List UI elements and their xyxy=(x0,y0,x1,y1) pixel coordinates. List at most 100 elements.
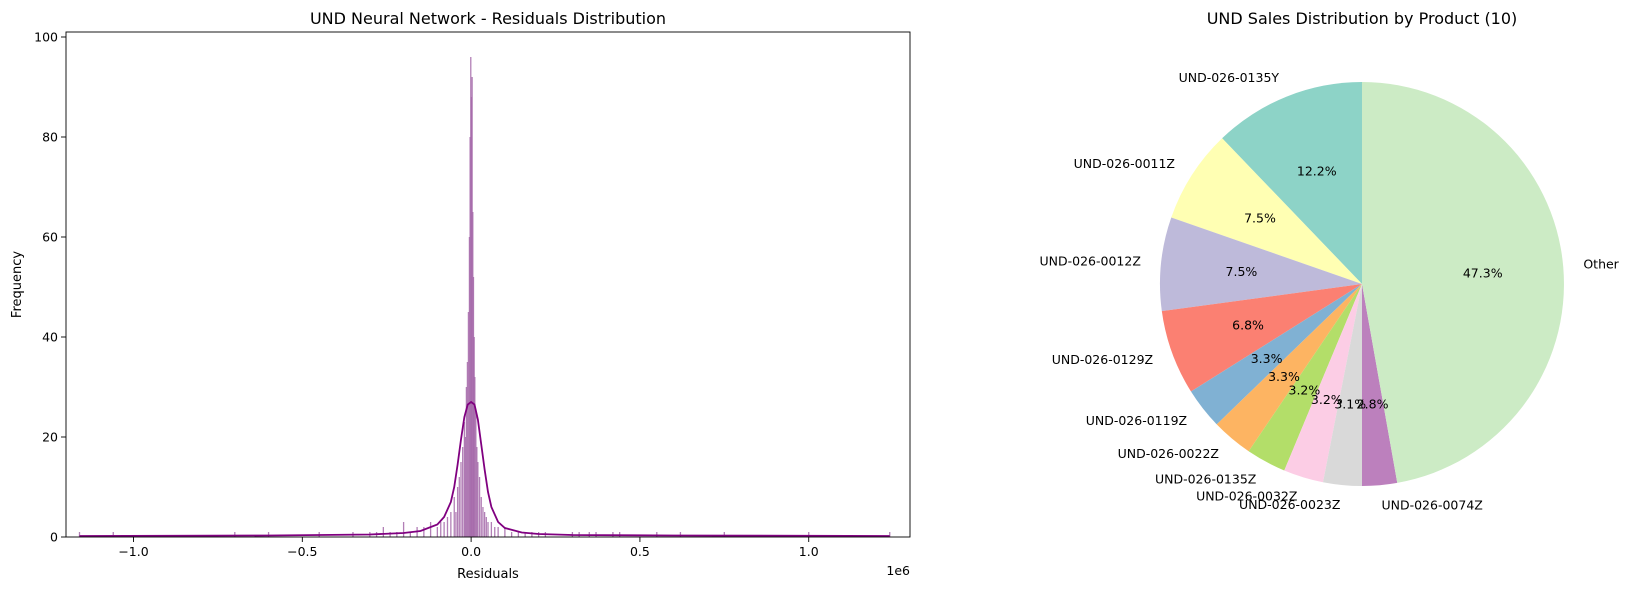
histogram-bar xyxy=(464,437,467,537)
histogram-bar xyxy=(450,512,452,537)
x-axis-ticks: −1.0 −0.5 0.0 0.5 1.0 xyxy=(118,537,819,559)
histogram-bar xyxy=(510,532,513,537)
histogram-bar xyxy=(436,527,439,537)
pie-labels: UND-026-0135Y 12.2% UND-026-0011Z 7.5% UND-0… xyxy=(1040,70,1620,512)
histogram-bars xyxy=(78,57,891,537)
y-tick-label: 100 xyxy=(34,30,58,45)
histogram-bar xyxy=(483,512,486,537)
pie-slice-percent: 3.2% xyxy=(1311,392,1343,407)
histogram-bar xyxy=(497,527,499,537)
histogram-bar xyxy=(480,497,482,537)
pie-slice xyxy=(1161,284,1362,392)
histogram-bar xyxy=(467,312,470,537)
histogram-bar xyxy=(423,527,425,537)
y-tick-label: 0 xyxy=(50,530,58,545)
pie-slice-percent: 3.3% xyxy=(1268,369,1300,384)
histogram-bar xyxy=(456,487,459,537)
pie-slice-percent: 2.8% xyxy=(1357,397,1389,412)
histogram-bar xyxy=(723,532,725,537)
histogram-bar xyxy=(112,532,114,537)
pie-slice-label: UND-026-0032Z xyxy=(1196,489,1297,504)
histogram-bar xyxy=(455,512,457,537)
pie-slice xyxy=(1222,81,1362,284)
x-tick-label: 0.5 xyxy=(630,544,650,559)
histogram-bar xyxy=(458,477,460,537)
histogram-bar xyxy=(808,532,810,537)
pie-slice-label: UND-026-0135Z xyxy=(1155,471,1256,486)
histogram-bar xyxy=(482,507,484,537)
histogram-bar xyxy=(469,137,471,537)
histogram-bar xyxy=(429,522,432,537)
histogram-bar xyxy=(472,212,474,537)
histogram-bar xyxy=(504,527,506,537)
pie-title: UND Sales Distribution by Product (10) xyxy=(1207,9,1518,28)
histogram-bar xyxy=(78,532,81,537)
pie-slice-label: UND-026-0023Z xyxy=(1239,497,1340,512)
histogram-bar xyxy=(440,522,442,537)
pie-panel: UND Sales Distribution by Product (10) U… xyxy=(1040,9,1620,512)
histogram-bar xyxy=(478,477,481,537)
pie-slice xyxy=(1284,284,1362,483)
pie-slice xyxy=(1171,138,1362,284)
histogram-bar xyxy=(267,532,270,537)
x-tick-label: −0.5 xyxy=(287,544,317,559)
y-tick-label: 40 xyxy=(42,330,58,345)
histogram-bar xyxy=(466,362,469,537)
histogram-bar xyxy=(490,522,493,537)
histogram-bar xyxy=(402,522,405,537)
histogram-bar xyxy=(475,412,477,537)
histogram-bar xyxy=(679,532,682,537)
pie-slice-label: UND-026-0135Y xyxy=(1179,70,1280,85)
histogram-bar xyxy=(476,447,478,537)
pie-slice-label: UND-026-0119Z xyxy=(1086,413,1187,428)
histogram-bar xyxy=(470,57,472,537)
histogram-bar xyxy=(465,387,468,537)
x-axis-offset-label: 1e6 xyxy=(886,563,910,578)
histogram-bar xyxy=(531,532,533,537)
pie-slice-percent: 3.1% xyxy=(1334,397,1366,412)
histogram-bar xyxy=(409,532,411,537)
histogram-bar xyxy=(494,527,496,537)
pie-slice xyxy=(1322,284,1362,486)
pie-slice-label: UND-026-0011Z xyxy=(1074,156,1175,171)
histogram-bar xyxy=(446,517,449,537)
histogram-bar xyxy=(474,377,476,537)
histogram-bar xyxy=(396,532,398,537)
histogram-panel: UND Neural Network - Residuals Distribut… xyxy=(10,9,911,582)
histogram-bar xyxy=(656,532,658,537)
histogram-bar xyxy=(485,517,487,537)
histogram-bar xyxy=(487,522,489,537)
pie-slice-percent: 3.2% xyxy=(1289,383,1321,398)
histogram-bar xyxy=(524,532,526,537)
histogram-bar xyxy=(443,522,445,537)
pie-slice-percent: 7.5% xyxy=(1244,211,1276,226)
pie-slice-percent: 7.5% xyxy=(1226,264,1258,279)
histogram-bar xyxy=(889,532,891,537)
x-axis-label: Residuals xyxy=(457,567,519,582)
pie-slice xyxy=(1248,284,1362,471)
pie-slice-label: Other xyxy=(1583,257,1619,272)
y-tick-label: 60 xyxy=(42,230,58,245)
x-tick-label: 1.0 xyxy=(799,544,819,559)
pie-slice-label: UND-026-0129Z xyxy=(1052,352,1153,367)
kde-line xyxy=(79,400,890,537)
pie-slice xyxy=(1216,284,1362,452)
histogram-bar xyxy=(468,237,471,537)
pie-slice xyxy=(1362,82,1564,483)
histogram-bar xyxy=(472,277,475,537)
pie-slice-label: UND-026-0012Z xyxy=(1040,254,1141,269)
histogram-bar xyxy=(460,462,462,537)
histogram-bar xyxy=(517,532,520,537)
histogram-bar xyxy=(463,422,466,537)
histogram-bar xyxy=(382,527,384,537)
histogram-bar xyxy=(470,97,473,537)
y-axis-ticks: 0 20 40 60 80 100 xyxy=(34,30,66,545)
x-tick-label: 0.0 xyxy=(461,544,481,559)
histogram-bar xyxy=(471,77,473,537)
histogram-bar xyxy=(462,447,464,537)
pie-slice xyxy=(1362,284,1398,486)
pie-slice xyxy=(1159,217,1362,312)
pie-slice-percent: 47.3% xyxy=(1463,265,1503,280)
histogram-bar xyxy=(477,462,479,537)
